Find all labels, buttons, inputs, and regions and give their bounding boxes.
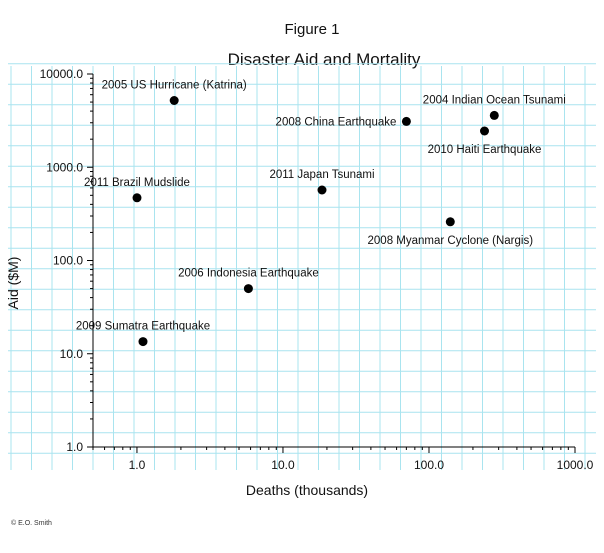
tick-labels: 1.0 10.0 100.0 1000.0 1.0 10.0 100.0 1000.0 1000… bbox=[40, 67, 594, 472]
data-point-label: 2008 Myanmar Cyclone (Nargis) bbox=[368, 235, 534, 247]
y-tick-label: 100.0 bbox=[53, 254, 83, 268]
x-axis-label: Deaths (thousands) bbox=[246, 482, 368, 498]
data-point-label: 2005 US Hurricane (Katrina) bbox=[102, 80, 247, 92]
grid-layer bbox=[8, 63, 596, 470]
data-points: 2005 US Hurricane (Katrina) 2004 Indian O… bbox=[76, 80, 566, 347]
y-tick-label: 1.0 bbox=[66, 440, 83, 454]
x-tick-label: 1.0 bbox=[129, 458, 146, 472]
data-point-label: 2010 Haiti Earthquake bbox=[428, 144, 542, 156]
data-point bbox=[138, 337, 148, 347]
data-point bbox=[317, 185, 327, 195]
x-tick-label: 10.0 bbox=[271, 458, 295, 472]
figure-label: Figure 1 bbox=[284, 21, 340, 38]
y-tick-label: 1000.0 bbox=[46, 160, 83, 174]
y-tick-label: 10.0 bbox=[60, 347, 84, 361]
y-axis-label: Aid ($M) bbox=[5, 257, 21, 310]
data-point bbox=[401, 116, 411, 126]
data-point-label: 2004 Indian Ocean Tsunami bbox=[423, 94, 566, 106]
data-point bbox=[243, 284, 253, 294]
axes-layer bbox=[87, 73, 576, 453]
credit-text: © E.O. Smith bbox=[11, 520, 52, 527]
x-tick-label: 1000.0 bbox=[557, 458, 594, 472]
data-point bbox=[132, 193, 142, 203]
data-point-label: 2006 Indonesia Earthquake bbox=[178, 268, 319, 280]
x-tick-label: 100.0 bbox=[414, 458, 444, 472]
data-point bbox=[480, 126, 489, 136]
y-tick-label: 10000.0 bbox=[40, 67, 84, 81]
data-point-label: 2011 Japan Tsunami bbox=[269, 169, 374, 181]
data-point bbox=[169, 96, 179, 105]
data-point-label: 2009 Sumatra Earthquake bbox=[76, 321, 210, 333]
data-point bbox=[489, 110, 499, 120]
data-point-label: 2008 China Earthquake bbox=[276, 116, 397, 128]
data-point bbox=[445, 217, 455, 227]
data-point-label: 2011 Brazil Mudslide bbox=[84, 177, 190, 189]
